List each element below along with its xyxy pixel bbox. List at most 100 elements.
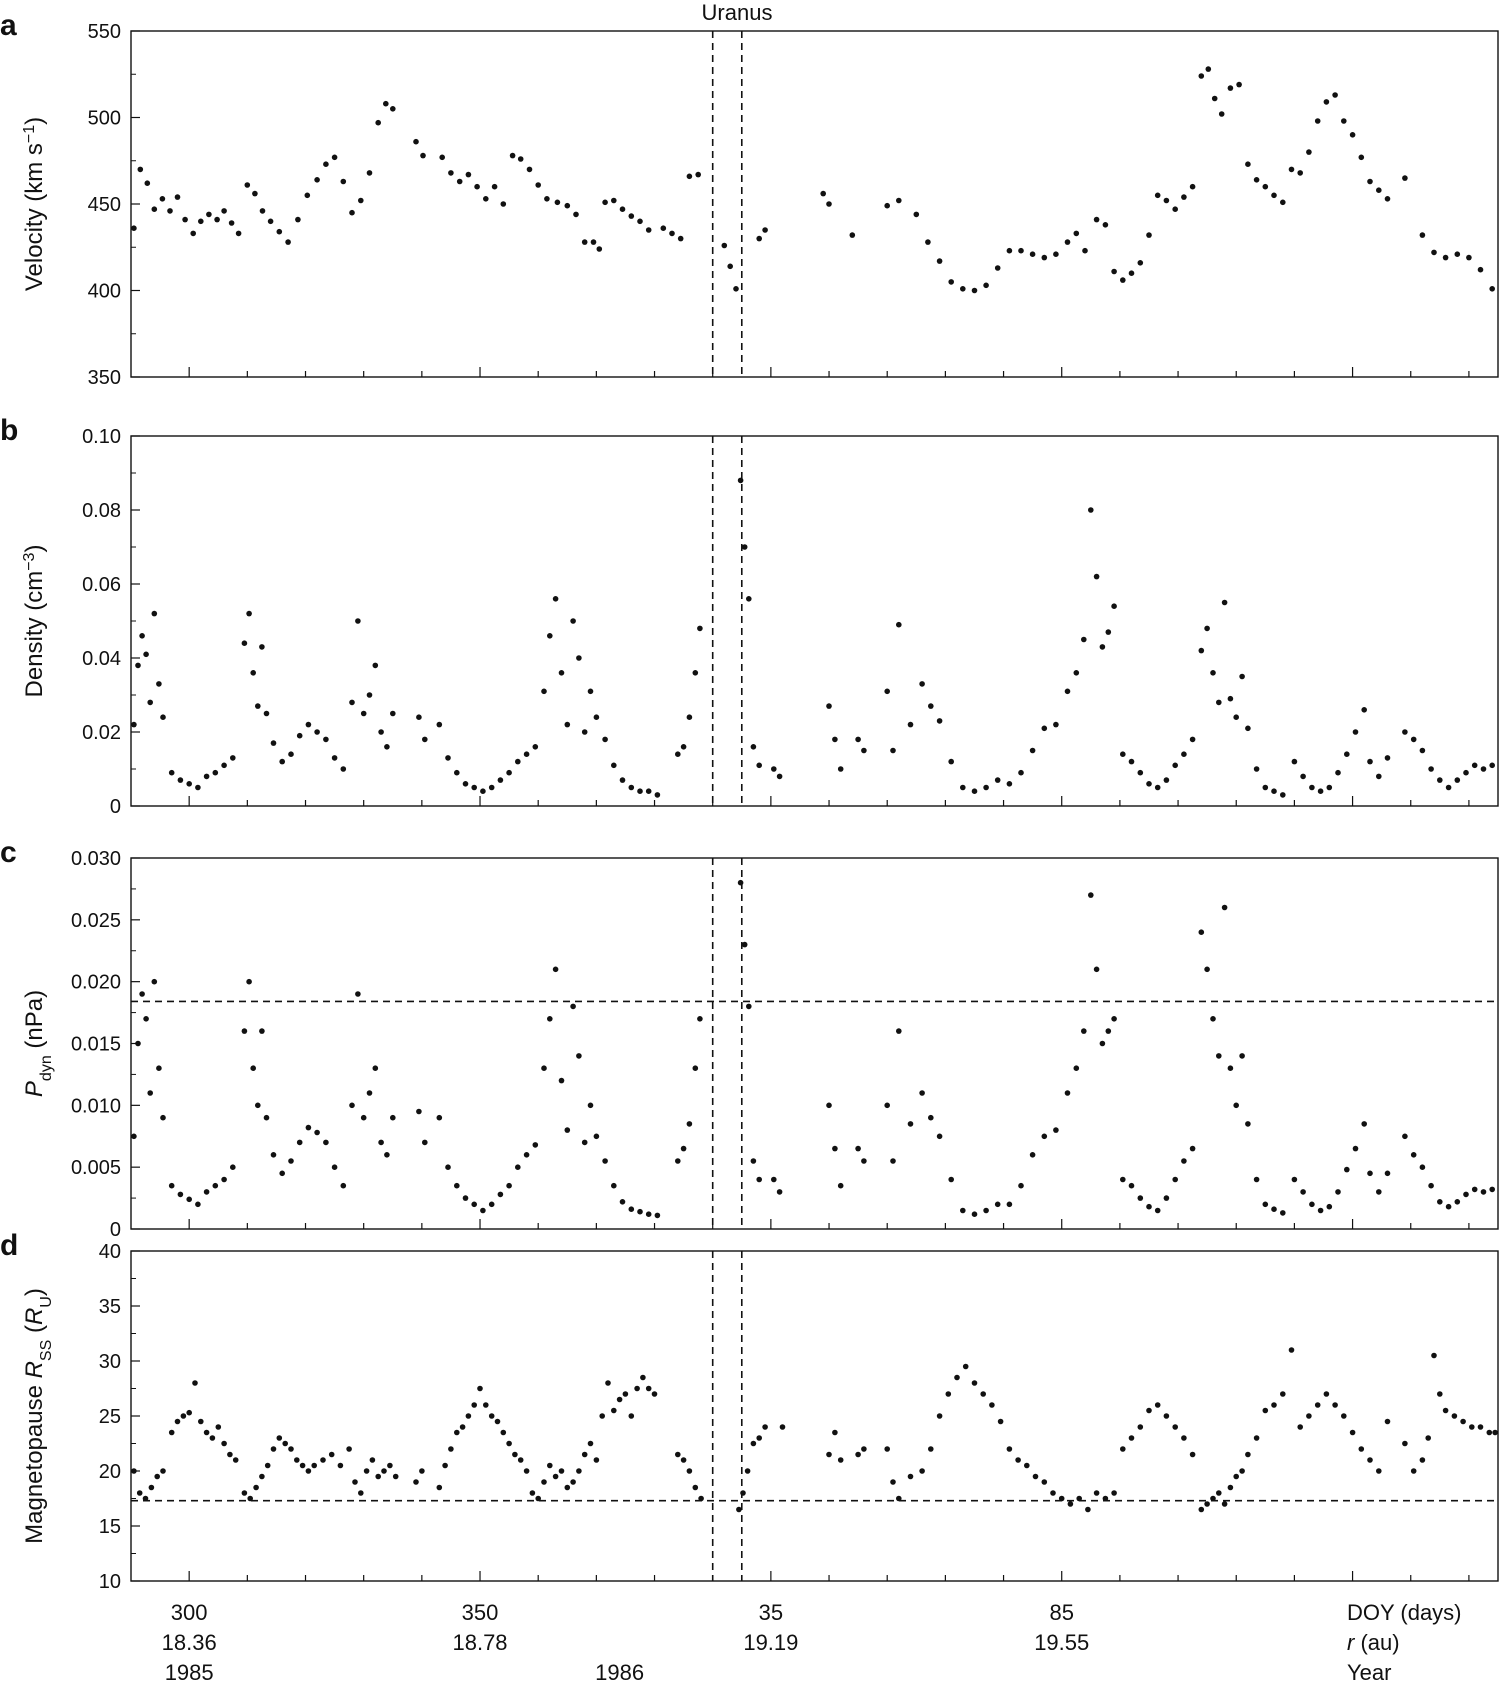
data-point <box>506 1182 512 1189</box>
data-point <box>686 1468 693 1474</box>
data-point <box>246 978 252 985</box>
y-tick-label: 35 <box>99 1296 121 1318</box>
data-point <box>645 227 652 233</box>
data-point <box>369 1457 376 1463</box>
data-point <box>1204 625 1210 632</box>
data-point <box>541 1065 547 1071</box>
data-point <box>573 211 579 218</box>
data-point <box>971 788 978 794</box>
distance-tick-label: 19.55 <box>1034 1630 1089 1655</box>
data-point <box>587 688 594 695</box>
data-point <box>1210 1016 1216 1022</box>
data-point <box>366 692 373 698</box>
data-point <box>1341 1413 1347 1419</box>
data-point <box>1466 254 1472 261</box>
data-point <box>1280 1210 1286 1216</box>
data-point <box>471 1201 478 1208</box>
data-point <box>1460 1418 1466 1425</box>
data-point <box>680 1145 687 1152</box>
data-point <box>1471 762 1478 769</box>
data-point <box>285 239 291 245</box>
data-point <box>1102 222 1109 228</box>
data-point <box>512 1451 518 1458</box>
data-point <box>148 1484 155 1491</box>
data-point <box>1189 183 1196 190</box>
data-point <box>532 744 539 750</box>
data-point <box>611 762 617 769</box>
data-point <box>1326 1203 1333 1210</box>
data-point <box>570 1003 576 1010</box>
data-point <box>541 688 547 695</box>
data-point <box>697 1016 703 1022</box>
data-point <box>1431 1352 1437 1359</box>
data-point <box>1163 777 1170 783</box>
x-axis-labels: 300 18.36 350 18.78 35 19.19 85 19.55 1985 1986 DO… <box>162 1600 1462 1684</box>
data-point <box>1146 232 1152 238</box>
data-point <box>1288 166 1295 173</box>
data-point <box>1262 784 1269 791</box>
data-point <box>928 1114 934 1121</box>
y-tick-label: 0 <box>110 796 121 818</box>
data-point <box>1064 688 1071 695</box>
data-point <box>491 183 498 190</box>
data-point <box>750 744 757 750</box>
data-point <box>515 758 521 765</box>
data-point <box>1323 1391 1330 1397</box>
y-tick-label: 0.02 <box>82 722 121 744</box>
data-point <box>1239 1468 1245 1474</box>
data-point <box>837 1457 844 1463</box>
data-point <box>576 1053 582 1059</box>
data-point <box>454 1182 460 1189</box>
data-point <box>195 784 201 791</box>
data-point <box>1332 92 1338 98</box>
data-point <box>360 1114 367 1121</box>
data-point <box>1018 1182 1024 1189</box>
data-point <box>212 769 219 776</box>
data-point <box>244 182 251 188</box>
year-row-label: Year <box>1347 1660 1391 1684</box>
data-point <box>1317 1207 1324 1214</box>
data-point <box>1384 1170 1391 1177</box>
data-point <box>279 1170 286 1177</box>
data-point <box>602 1158 608 1164</box>
data-point <box>366 1090 373 1096</box>
data-point <box>1181 751 1187 757</box>
data-point <box>387 1462 393 1469</box>
y-tick-label: 10 <box>99 1571 121 1593</box>
data-point <box>837 1182 844 1189</box>
data-point <box>168 1429 175 1436</box>
y-label-subscript: U <box>38 1296 55 1308</box>
data-point <box>890 1479 896 1485</box>
data-point <box>264 1462 271 1469</box>
data-point <box>1489 762 1495 769</box>
data-point <box>622 1391 629 1397</box>
data-point <box>741 941 748 948</box>
data-point <box>1323 99 1330 105</box>
data-point <box>677 235 684 242</box>
data-point <box>1463 1191 1469 1198</box>
data-point <box>159 196 166 202</box>
data-point <box>936 1133 943 1140</box>
data-point <box>448 1446 454 1452</box>
data-point <box>203 773 210 780</box>
data-point <box>1445 1203 1452 1210</box>
data-point <box>1189 736 1196 743</box>
data-point <box>1442 254 1449 261</box>
data-point <box>346 1446 352 1452</box>
data-point <box>230 1164 236 1170</box>
data-point <box>413 1479 419 1485</box>
data-point <box>1402 175 1408 181</box>
data-point <box>1088 507 1094 513</box>
data-point <box>1128 1435 1135 1441</box>
data-point <box>131 1468 137 1474</box>
data-point <box>1181 194 1187 200</box>
data-point <box>151 610 158 617</box>
data-point <box>989 1402 995 1408</box>
data-point <box>529 1490 536 1496</box>
data-point <box>174 1418 181 1425</box>
data-point <box>1204 1501 1210 1507</box>
data-point <box>1271 788 1277 794</box>
data-point <box>182 216 188 223</box>
data-point <box>263 1114 270 1121</box>
